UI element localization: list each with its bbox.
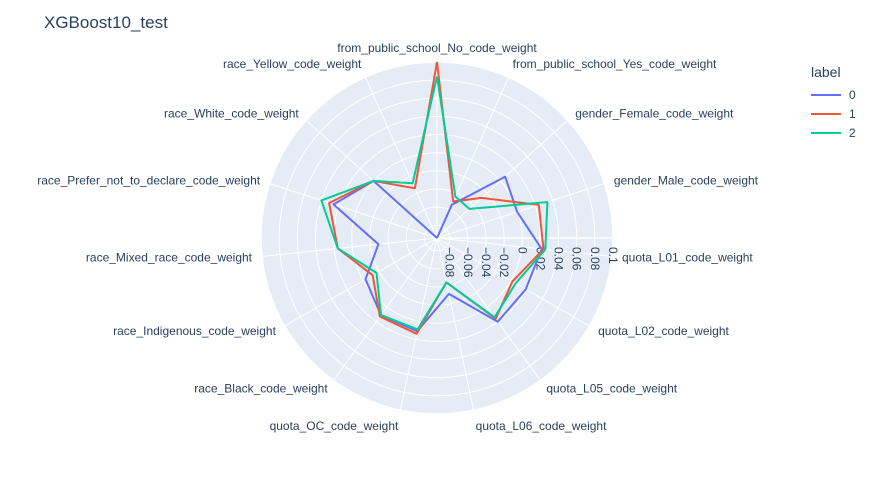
angular-axis-label: quota_L06_code_weight (476, 419, 607, 433)
legend-label: 0 (849, 87, 856, 102)
chart-title: XGBoost10_test (44, 13, 168, 32)
angular-axis-label: race_Prefer_not_to_declare_code_weight (37, 174, 260, 188)
radial-tick-label: −0.08 (443, 247, 457, 278)
angular-gridline (436, 183, 605, 239)
angular-gridline (436, 237, 541, 381)
legend-item-1[interactable]: 1 (811, 104, 856, 123)
angular-axis-label: gender_Female_code_weight (575, 107, 734, 121)
angular-gridline (436, 237, 613, 257)
angular-axis-label: quota_OC_code_weight (270, 419, 399, 433)
angular-axis-label: race_Black_code_weight (194, 381, 328, 395)
radial-tick-label: −0.02 (497, 247, 511, 278)
radial-tick-label: 0.1 (606, 247, 620, 264)
legend-swatch (811, 112, 841, 115)
legend-item-2[interactable]: 2 (811, 123, 856, 142)
legend-swatch (811, 93, 841, 96)
angular-gridline (436, 237, 475, 411)
angular-gridline (364, 77, 438, 239)
angular-axis-label: race_Yellow_code_weight (223, 57, 362, 71)
angular-gridline (261, 237, 438, 257)
angular-axis-label: from_public_school_No_code_weight (337, 41, 537, 55)
legend-item-0[interactable]: 0 (811, 85, 856, 104)
angular-axis-label: quota_L01_code_weight (622, 250, 753, 264)
legend-items: 0 1 2 (811, 85, 856, 142)
angular-axis-label: from_public_school_Yes_code_weight (513, 57, 717, 71)
radial-tick-label: 0.02 (533, 247, 547, 271)
radial-tick-label: 0 (515, 247, 529, 254)
angular-axis-label: race_Indigenous_code_weight (113, 324, 276, 338)
series-line-2 (320, 76, 549, 331)
angular-gridline (284, 237, 438, 327)
radial-tick-label: 0.08 (588, 247, 602, 271)
legend-title: label (811, 64, 841, 80)
radial-tick-label: 0.04 (552, 247, 566, 271)
angular-axis-label: quota_L05_code_weight (546, 381, 677, 395)
series-line-0 (332, 175, 543, 333)
angular-gridline (399, 237, 438, 411)
angular-gridline (333, 237, 438, 381)
angular-axis-label: quota_L02_code_weight (598, 324, 729, 338)
angular-axis-label: race_White_code_weight (164, 107, 299, 121)
legend-swatch (811, 131, 841, 134)
angular-axis-label: race_Mixed_race_code_weight (86, 250, 253, 264)
legend-label: 2 (849, 125, 856, 140)
radial-tick-label: 0.06 (570, 247, 584, 271)
legend-label: 1 (849, 106, 856, 121)
radial-tick-label: −0.04 (479, 247, 493, 278)
angular-gridline (269, 183, 438, 239)
radial-tick-label: −0.06 (461, 247, 475, 278)
angular-axis-label: gender_Male_code_weight (614, 174, 759, 188)
legend: label 0 1 2 (811, 64, 856, 142)
